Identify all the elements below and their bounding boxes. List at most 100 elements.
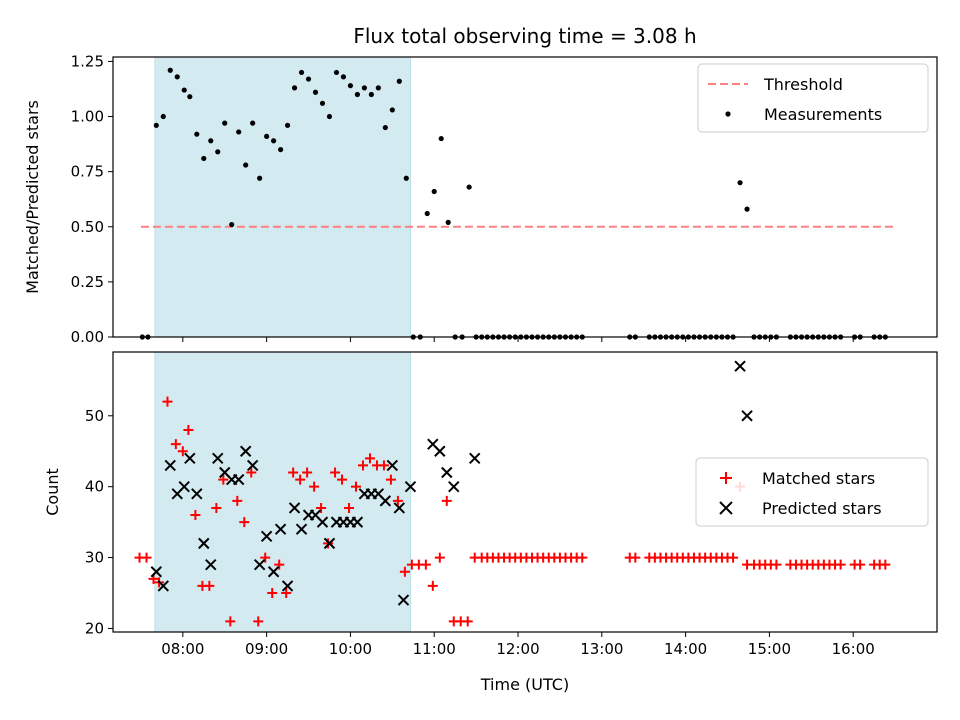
matched-stars-point <box>330 467 341 478</box>
legend-matched-swatch <box>720 472 732 484</box>
matched-stars-point <box>392 495 403 506</box>
chart-title: Flux total observing time = 3.08 h <box>353 24 696 48</box>
predicted-stars-point <box>316 516 329 528</box>
measurement-point <box>340 74 347 80</box>
predicted-stars-point <box>239 445 252 457</box>
x-tick-label: 08:00 <box>161 640 204 658</box>
y-axis-label: Count <box>43 468 62 516</box>
predicted-stars-point <box>191 488 203 500</box>
matched-stars-point <box>385 474 396 485</box>
x-tick-label: 11:00 <box>413 640 456 658</box>
legend-entry-label: Matched stars <box>762 469 875 488</box>
measurement-point <box>361 85 367 91</box>
matched-stars-point <box>246 467 257 478</box>
matched-stars-point <box>281 588 292 599</box>
measurement-point <box>201 155 207 162</box>
predicted-stars-point <box>397 594 410 606</box>
x-tick-label: 13:00 <box>580 640 623 658</box>
measurement-point <box>264 133 270 139</box>
matched-stars-point <box>190 510 201 521</box>
series-matched-stars <box>134 396 891 627</box>
measurement-point <box>375 85 381 91</box>
matched-stars-point <box>835 559 846 570</box>
measurement-point <box>744 206 750 212</box>
predicted-stars-point <box>386 459 399 472</box>
measurement-point <box>153 122 159 128</box>
matched-stars-point <box>420 559 431 570</box>
legend: Matched stars Predicted stars <box>695 457 929 527</box>
y-tick-label: 20 <box>85 619 104 637</box>
predicted-stars-point <box>253 558 266 571</box>
measurement-point <box>208 138 214 144</box>
measurement-point <box>291 85 298 91</box>
series-predicted-stars <box>150 360 753 606</box>
measurement-point <box>222 120 228 126</box>
predicted-stars-point <box>441 466 453 479</box>
measurement-point <box>194 131 200 137</box>
legend-entry-label: Threshold <box>763 75 843 94</box>
matched-stars-point <box>177 446 188 457</box>
matched-stars-point <box>351 481 362 492</box>
measurement-point <box>174 74 180 80</box>
matched-stars-point <box>855 559 866 570</box>
predicted-stars-point <box>351 516 364 528</box>
matched-stars-point <box>218 474 229 485</box>
matched-stars-point <box>344 502 355 513</box>
matched-stars-point <box>427 580 438 591</box>
legend-predicted-swatch <box>719 501 733 515</box>
matched-stars-point <box>141 552 152 563</box>
matched-stars-point <box>183 424 194 435</box>
matched-stars-point <box>434 552 445 563</box>
measurement-point <box>431 188 437 195</box>
measurement-point <box>319 100 326 106</box>
matched-stars-point <box>357 460 368 471</box>
x-tick-label: 10:00 <box>329 640 372 658</box>
measurement-point <box>438 135 444 142</box>
matched-stars-point <box>274 559 285 570</box>
legend-measurement-swatch <box>725 111 731 117</box>
measurement-point <box>181 87 187 93</box>
measurement-point <box>215 149 221 155</box>
measurement-point <box>229 221 235 228</box>
predicted-stars-point <box>448 480 460 493</box>
measurement-point <box>368 91 374 98</box>
y-tick-label: 30 <box>85 549 104 567</box>
measurement-point <box>382 124 388 131</box>
y-tick-label: 0.75 <box>71 163 104 181</box>
matched-stars-point <box>232 495 243 506</box>
predicted-stars-point <box>281 580 294 592</box>
measurement-point <box>250 120 256 126</box>
matched-stars-point <box>211 502 222 513</box>
matched-stars-point <box>239 517 250 528</box>
y-tick-label: 0.50 <box>71 218 104 236</box>
matched-stars-point <box>441 495 452 506</box>
measurement-point <box>326 113 333 120</box>
plot-frame <box>112 56 938 338</box>
y-tick-label: 1.25 <box>71 52 104 70</box>
legend-entry-label: Predicted stars <box>762 499 882 518</box>
observing-span-highlight <box>154 56 411 338</box>
matched-stars-point <box>260 552 271 563</box>
matched-stars-point <box>577 552 588 563</box>
x-tick-label: 15:00 <box>748 640 791 658</box>
predicted-stars-point <box>212 452 224 465</box>
y-tick-label: 1.00 <box>71 108 104 126</box>
matched-stars-point <box>728 552 739 563</box>
measurement-point <box>737 180 743 186</box>
measurement-point <box>277 146 284 153</box>
x-tick-label: 16:00 <box>832 640 875 658</box>
predicted-stars-point <box>295 523 308 535</box>
y-tick-label: 50 <box>85 407 104 425</box>
predicted-stars-point <box>393 502 406 514</box>
matched-stars-point <box>170 439 181 450</box>
matched-stars-point <box>462 616 473 627</box>
x-tick-label: 14:00 <box>664 640 707 658</box>
predicted-stars-point <box>274 523 287 535</box>
measurement-point <box>445 219 451 225</box>
measurement-point <box>389 107 395 113</box>
predicted-stars-point <box>434 445 446 457</box>
predicted-stars-point <box>267 566 280 578</box>
matched-stars-point <box>288 467 299 478</box>
measurement-point <box>333 69 340 76</box>
